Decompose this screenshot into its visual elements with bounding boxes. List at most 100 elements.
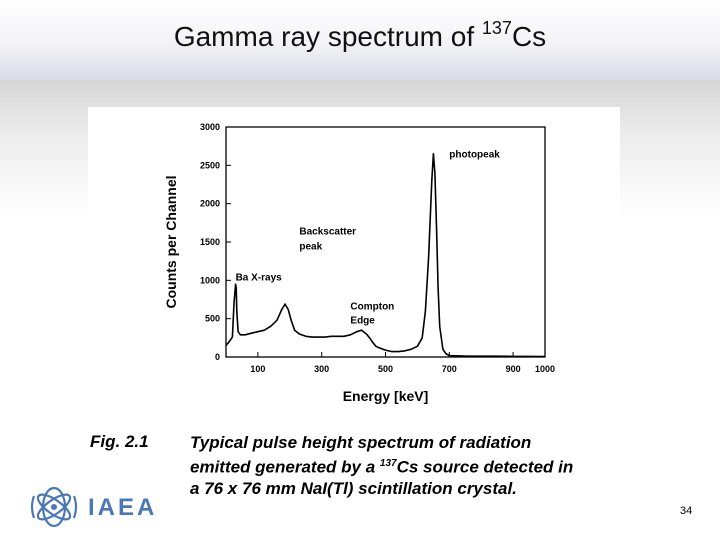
data-point (324, 336, 326, 338)
data-point (290, 320, 292, 322)
data-point (397, 351, 399, 353)
data-point (233, 302, 235, 304)
caption-line-2-after: Cs source detected in (396, 457, 574, 477)
data-point (317, 336, 320, 338)
data-point (434, 172, 436, 174)
logo-text: IAEA (88, 494, 158, 521)
data-point (293, 329, 296, 331)
data-point (239, 334, 241, 336)
data-point (244, 334, 246, 336)
figure-caption: Fig. 2.1 Typical pulse height spectrum o… (88, 428, 620, 498)
data-point (231, 336, 233, 338)
data-point (427, 256, 430, 258)
data-point (311, 336, 313, 338)
data-point (464, 355, 466, 357)
iaea-logo: IAEA (28, 484, 168, 530)
data-point (455, 355, 457, 357)
data-point (276, 319, 278, 321)
data-point (365, 333, 367, 335)
data-point (284, 303, 286, 305)
figure-panel: 0 500 1000 1500 2000 2500 3000 100 300 500 700 900 1… (88, 107, 620, 499)
x-tick-label: 300 (314, 364, 329, 374)
data-point (437, 287, 439, 289)
caption-line-3: a 76 x 76 mm NaI(Tl) scintillation cryst… (190, 478, 517, 498)
data-point (298, 333, 300, 335)
data-point (439, 325, 441, 327)
data-point (343, 335, 345, 337)
y-tick-label: 1000 (200, 275, 220, 285)
x-tick-label: 700 (442, 364, 457, 374)
data-point (424, 310, 426, 312)
y-tick-label: 2000 (200, 199, 220, 209)
data-point (421, 337, 423, 339)
x-tick-label: 1000 (535, 364, 555, 374)
x-axis-label: Energy [keV] (343, 388, 429, 404)
data-point (368, 337, 371, 339)
data-point (287, 308, 289, 311)
caption-label: Fig. 2.1 (90, 432, 149, 451)
annotation-label: Compton (350, 301, 394, 312)
page-number: 34 (680, 505, 693, 517)
data-point (528, 355, 530, 357)
x-tick-label: 900 (506, 364, 521, 374)
data-point (435, 226, 438, 228)
data-point (234, 283, 237, 285)
data-point (378, 347, 380, 349)
data-point (410, 348, 412, 350)
data-point (391, 351, 393, 353)
y-tick-label: 0 (215, 352, 220, 362)
y-tick-label: 500 (205, 314, 220, 324)
caption-text: Typical pulse height spectrum of radiati… (190, 432, 618, 499)
caption-line-1: Typical pulse height spectrum of radiati… (190, 433, 532, 452)
atom-icon (30, 486, 78, 528)
caption-line-2: emitted generated by a 137Cs source dete… (190, 453, 618, 478)
y-tick-label: 2500 (200, 160, 220, 170)
data-point (384, 349, 387, 351)
data-point (305, 335, 307, 337)
data-point (349, 334, 352, 336)
data-point (263, 329, 265, 331)
data-point (225, 344, 227, 347)
x-tick-label: 500 (378, 364, 393, 374)
data-point (257, 331, 259, 333)
title-element: Cs (511, 21, 547, 52)
annotation-label: Ba X-rays (236, 272, 283, 283)
title-bar: Gamma ray spectrum of 137Cs (0, 0, 720, 80)
slide-title: Gamma ray spectrum of 137Cs (0, 18, 720, 53)
title-prefix: Gamma ray spectrum of (173, 21, 475, 52)
data-point (236, 310, 238, 312)
data-point (448, 354, 450, 357)
data-point (431, 180, 433, 182)
y-axis-label: Counts per Channel (163, 175, 179, 308)
spectrum-chart: 0 500 1000 1500 2000 2500 3000 100 300 500 700 900 1… (163, 122, 555, 404)
y-tick-label: 1500 (200, 237, 220, 247)
caption-line-2-before: emitted generated by a (190, 457, 380, 477)
x-tick-label: 100 (250, 364, 265, 374)
data-point (330, 335, 332, 337)
y-tick-label: 3000 (200, 122, 220, 132)
data-point (512, 355, 514, 357)
caption-superscript: 137 (379, 458, 397, 469)
data-point (496, 355, 498, 357)
annotation-label: Edge (350, 315, 375, 326)
data-point (281, 308, 283, 311)
data-point (372, 341, 374, 344)
data-point (270, 325, 272, 327)
data-point (337, 335, 339, 337)
data-point (360, 329, 363, 331)
annotation-label: peak (299, 242, 322, 253)
data-point (416, 345, 418, 347)
spectrum-line (225, 152, 546, 358)
data-point (237, 331, 239, 333)
data-point (250, 332, 253, 334)
data-point (442, 348, 444, 350)
data-point (228, 341, 230, 343)
data-point (404, 350, 406, 352)
data-point (375, 345, 377, 347)
data-point (445, 353, 447, 355)
data-point (432, 153, 434, 155)
annotation-label: photopeak (449, 150, 500, 161)
data-point (235, 287, 237, 289)
data-point (480, 355, 482, 357)
title-superscript: 137 (481, 18, 512, 38)
